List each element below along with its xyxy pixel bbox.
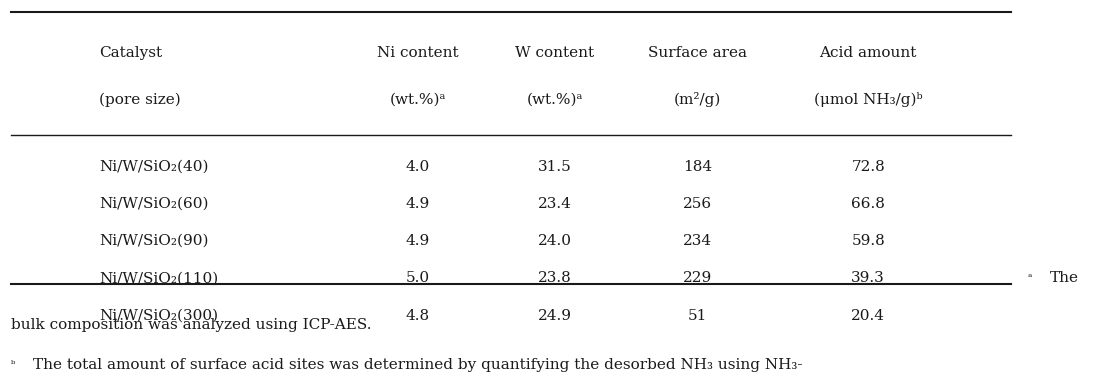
Text: (wt.%)ᵃ: (wt.%)ᵃ xyxy=(526,93,584,107)
Text: 31.5: 31.5 xyxy=(539,160,571,174)
Text: (pore size): (pore size) xyxy=(99,93,180,107)
Text: 51: 51 xyxy=(688,309,708,323)
Text: 72.8: 72.8 xyxy=(852,160,885,174)
Text: 59.8: 59.8 xyxy=(852,234,885,248)
Text: 39.3: 39.3 xyxy=(852,271,885,285)
Text: 256: 256 xyxy=(684,197,712,211)
Text: (μmol NH₃/g)ᵇ: (μmol NH₃/g)ᵇ xyxy=(814,93,922,107)
Text: Catalyst: Catalyst xyxy=(99,46,162,60)
Text: 234: 234 xyxy=(684,234,712,248)
Text: 24.9: 24.9 xyxy=(539,309,571,323)
Text: 20.4: 20.4 xyxy=(852,309,885,323)
Text: 23.4: 23.4 xyxy=(539,197,571,211)
Text: W content: W content xyxy=(515,46,595,60)
Text: 24.0: 24.0 xyxy=(539,234,571,248)
Text: 66.8: 66.8 xyxy=(852,197,885,211)
Text: ᵇ: ᵇ xyxy=(11,359,15,370)
Text: Ni content: Ni content xyxy=(377,46,458,60)
Text: 229: 229 xyxy=(684,271,712,285)
Text: Ni/W/SiO₂(110): Ni/W/SiO₂(110) xyxy=(99,271,219,285)
Text: Acid amount: Acid amount xyxy=(820,46,917,60)
Text: Ni/W/SiO₂(300): Ni/W/SiO₂(300) xyxy=(99,309,218,323)
Text: Ni/W/SiO₂(60): Ni/W/SiO₂(60) xyxy=(99,197,209,211)
Text: The total amount of surface acid sites was determined by quantifying the desorbe: The total amount of surface acid sites w… xyxy=(33,358,802,372)
Text: (m²/g): (m²/g) xyxy=(674,93,722,107)
Text: ᵃ: ᵃ xyxy=(1028,273,1032,283)
Text: 4.9: 4.9 xyxy=(406,234,430,248)
Text: Surface area: Surface area xyxy=(648,46,747,60)
Text: 4.8: 4.8 xyxy=(406,309,430,323)
Text: 5.0: 5.0 xyxy=(406,271,430,285)
Text: 4.9: 4.9 xyxy=(406,197,430,211)
Text: The: The xyxy=(1050,271,1078,285)
Text: Ni/W/SiO₂(40): Ni/W/SiO₂(40) xyxy=(99,160,209,174)
Text: bulk composition was analyzed using ICP-AES.: bulk composition was analyzed using ICP-… xyxy=(11,318,371,332)
Text: Ni/W/SiO₂(90): Ni/W/SiO₂(90) xyxy=(99,234,209,248)
Text: 23.8: 23.8 xyxy=(539,271,571,285)
Text: 184: 184 xyxy=(684,160,712,174)
Text: 4.0: 4.0 xyxy=(406,160,430,174)
Text: (wt.%)ᵃ: (wt.%)ᵃ xyxy=(389,93,446,107)
